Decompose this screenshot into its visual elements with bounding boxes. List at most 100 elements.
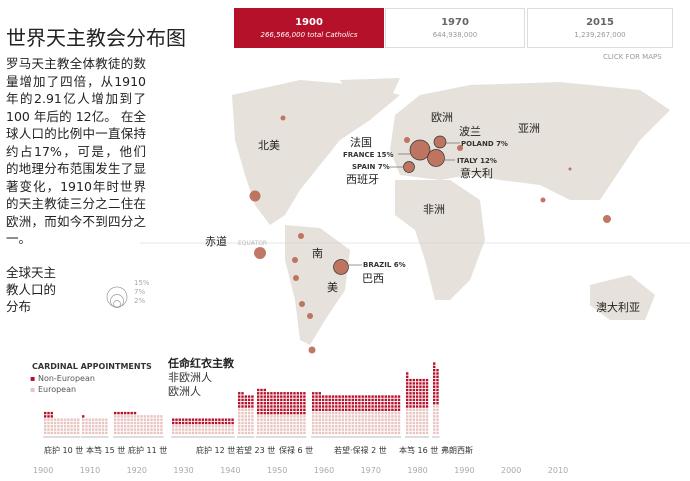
european-dot [394,418,397,421]
european-dot [290,421,293,425]
european-dot [195,425,198,428]
non-european-dot [335,405,338,408]
european-dot [244,421,247,425]
pope-label: 庇护 11 世 [128,446,168,455]
non-european-dot [283,392,286,395]
european-dot [358,411,361,415]
european-dot [153,421,156,425]
non-european-dot [406,388,409,392]
european-dot [150,431,153,435]
non-european-dot [406,395,409,398]
tab-1970[interactable]: 1970 644,938,000 [385,8,525,48]
european-dot [351,418,354,421]
european-dot [198,425,201,428]
bubble [280,115,286,121]
non-european-dot [368,398,371,402]
european-dot [114,431,117,435]
european-dot [358,421,361,425]
european-dot [348,411,351,415]
size-legend-15: 15% [134,279,150,287]
european-dot [406,421,409,425]
label-north-america: 北美 [258,139,280,152]
european-dot [341,431,345,435]
non-european-dot [270,405,273,408]
european-dot [433,408,436,411]
non-european-dot [378,395,381,398]
non-european-dot [293,408,296,411]
non-european-dot [296,398,299,402]
non-european-dot [218,418,221,421]
non-european-dot [244,398,247,402]
non-european-dot [299,395,303,398]
european-dot [251,425,254,428]
pontificate-group [113,411,164,438]
non-european-dot [415,398,419,402]
european-dot [371,425,374,428]
non-european-dot [341,408,345,411]
bubble-italy [427,149,445,167]
non-european-dot [412,388,415,392]
european-dot [143,431,147,435]
european-dot [77,425,80,428]
non-european-dot [266,411,270,415]
tab-2015[interactable]: 2015 1,239,267,000 [527,8,673,48]
non-european-dot [208,421,211,425]
european-dot [378,418,381,421]
european-dot [91,425,95,428]
non-european-dot [117,411,120,415]
non-european-dot [412,402,415,405]
european-dot [412,428,415,431]
non-european-dot [178,418,181,421]
european-dot [247,408,251,411]
european-dot [47,428,50,431]
european-dot [286,415,290,418]
european-dot [114,421,117,425]
leader-lines [349,142,460,266]
non-european-dot [44,415,47,418]
european-dot [351,421,354,425]
label-france: FRANCE 15% [343,151,394,159]
non-european-dot [276,411,280,415]
non-european-dot [325,408,328,411]
european-dot [412,425,415,428]
non-european-dot [348,395,351,398]
non-european-dot [241,402,244,405]
non-european-dot [321,405,325,408]
tab-1900[interactable]: 1900 266,566,000 total Catholics [234,8,384,48]
non-european-dot [260,398,263,402]
european-dot [44,425,47,428]
label-spain-cn: 西班牙 [346,173,379,186]
non-european-dot [425,378,429,382]
non-european-dot [371,398,374,402]
european-dot [241,425,244,428]
label-south: 南 [312,247,323,260]
european-dot [82,431,85,435]
non-european-dot [299,402,303,405]
non-european-dot [354,405,358,408]
european-dot [374,411,378,415]
non-european-dot [422,385,425,388]
non-european-dot [425,388,429,392]
non-european-dot [185,418,188,421]
non-european-dot [436,378,439,382]
european-dot [133,425,137,428]
european-dot [127,418,130,421]
european-dot [384,415,387,418]
european-dot [191,425,195,428]
tab-value: 266,566,000 total Catholics [260,31,358,39]
european-dot [351,431,354,435]
european-dot [98,428,101,431]
european-dot [44,428,47,431]
non-european-dot [244,405,247,408]
european-dot [358,425,361,428]
non-european-dot [415,402,419,405]
european-dot [387,431,391,435]
european-dot [341,425,345,428]
european-dot [241,431,244,435]
european-dot [397,421,401,425]
european-dot [263,415,266,418]
tab-year: 2015 [586,17,614,28]
european-dot [247,431,251,435]
non-european-dot [381,405,384,408]
